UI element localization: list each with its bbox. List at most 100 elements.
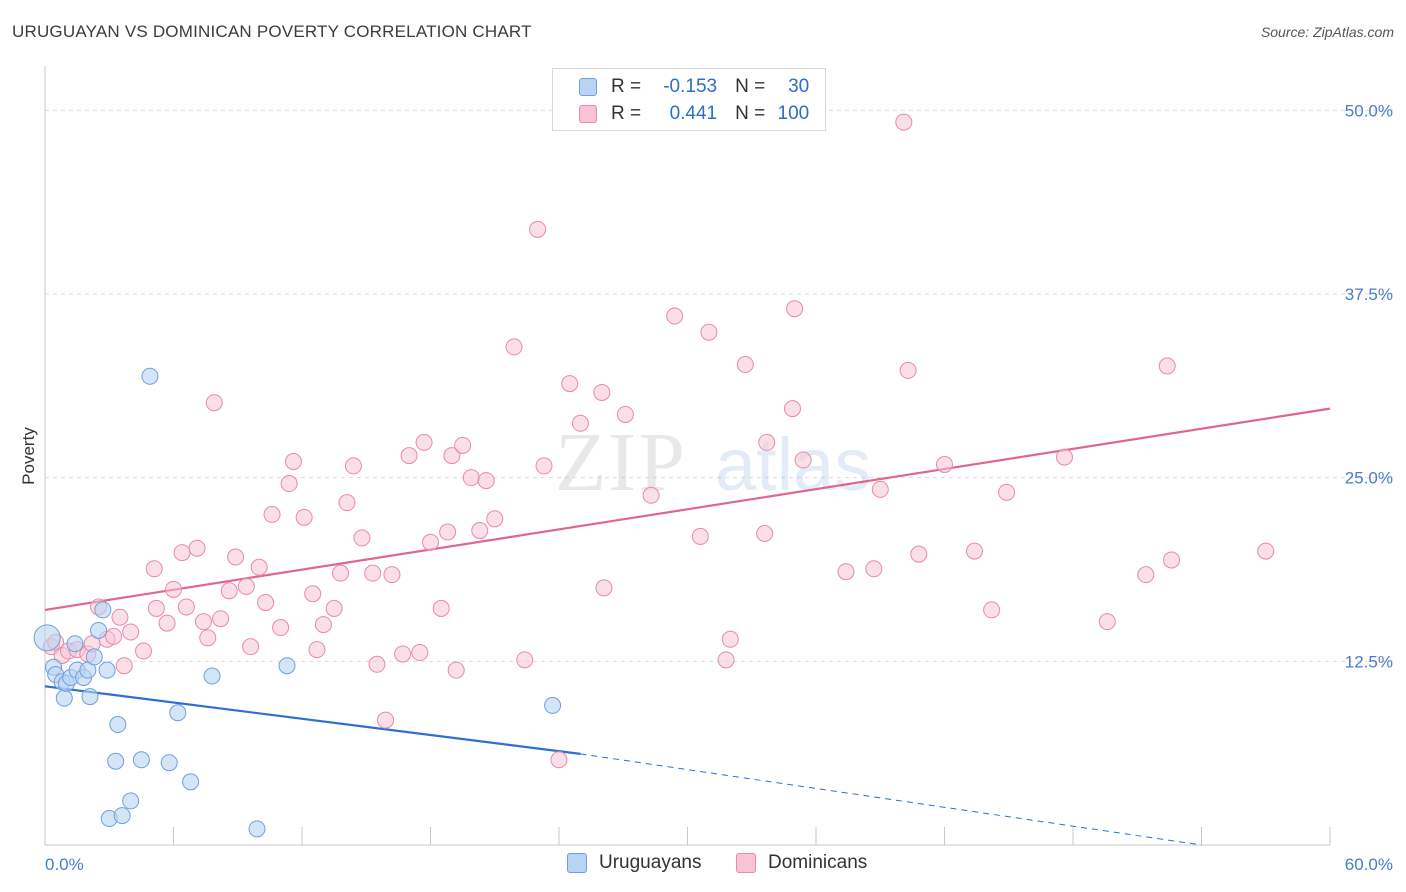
dominicans-point (314, 616, 332, 634)
dominicans-point (250, 558, 268, 576)
dominicans-point (717, 651, 735, 669)
dominicans-point (571, 414, 589, 432)
dominicans-point (394, 645, 412, 663)
dominicans-point (447, 661, 465, 679)
dominicans-point (736, 356, 754, 374)
chart-title: URUGUAYAN VS DOMINICAN POVERTY CORRELATI… (12, 22, 532, 41)
dominicans-point (666, 307, 684, 325)
uruguayans-point (182, 773, 200, 791)
dominicans-point (691, 527, 709, 545)
data-points (33, 113, 1275, 838)
dominicans-point (936, 455, 953, 473)
dominicans-point (432, 599, 450, 617)
dominicans-point (353, 529, 371, 547)
dominicans-point (505, 338, 523, 356)
dominicans-swatch (736, 853, 756, 873)
dominicans-point (115, 657, 133, 675)
uruguayans-point (113, 807, 131, 825)
dominicans-point (173, 544, 191, 562)
uruguayans-point (160, 754, 178, 772)
dominicans-point (593, 383, 611, 401)
dominicans-point (700, 323, 718, 341)
uruguayans-point (141, 367, 159, 385)
dominicans-point (1163, 551, 1181, 569)
r-label: R = (611, 103, 642, 124)
dominicans-point (865, 560, 883, 578)
uruguayans-swatch (579, 78, 597, 96)
dominicans-point (237, 577, 255, 595)
uruguayans-point (169, 704, 187, 722)
dominicans-point (212, 610, 230, 628)
r-label: R = (611, 76, 642, 97)
dominicans-point (364, 564, 382, 582)
dominicans-point (550, 751, 568, 769)
dominicans-point (983, 601, 1001, 619)
legend-item-uruguayans[interactable]: Uruguayans (567, 852, 701, 874)
dominicans-point (486, 510, 504, 528)
dominicans-point (1098, 613, 1116, 631)
dominicans-point (304, 585, 322, 603)
dominicans-point (595, 579, 613, 597)
dominicans-point (227, 548, 245, 566)
dominicans-point (177, 598, 195, 616)
dominicans-point (561, 375, 579, 393)
dominicans-point (135, 642, 153, 660)
y-tick-label: 12.5% (1345, 652, 1393, 671)
dominicans-point (895, 113, 913, 131)
uruguayans-point (55, 689, 73, 707)
r-value: 0.441 (669, 103, 718, 124)
uruguayans-point (81, 688, 99, 706)
dominicans-point (284, 453, 302, 470)
dominicans-point (242, 638, 260, 656)
dominicans-point (910, 545, 928, 563)
x-tick-label: 0.0% (45, 855, 84, 874)
dominicans-point (105, 627, 123, 645)
dominicans-point (145, 560, 163, 578)
n-value: 100 (777, 103, 810, 124)
dominicans-swatch (579, 105, 597, 123)
dominicans-point (377, 711, 395, 729)
dominicans-point (422, 533, 439, 551)
dominicans-point (756, 524, 774, 542)
uruguayans-point (85, 648, 103, 666)
dominicans-point (443, 447, 461, 465)
uruguayans-point (33, 624, 61, 652)
source-label: Source: ZipAtlas.com (1260, 24, 1394, 40)
dominicans-point (1257, 542, 1275, 560)
dominicans-point (529, 220, 547, 238)
dominicans-point (122, 623, 140, 641)
uruguayans-swatch (567, 853, 587, 873)
dominicans-point (165, 580, 182, 598)
dominicans-point (477, 472, 495, 490)
legend-item-dominicans[interactable]: Dominicans (736, 852, 867, 874)
dominicans-point (758, 433, 776, 451)
dominicans-point (295, 508, 313, 526)
uruguayans-point (90, 621, 108, 639)
legend-row-dominicans: R = 0.441 N = 100 (553, 101, 809, 127)
y-axis-label: Poverty (19, 427, 38, 485)
x-tick-label: 60.0% (1345, 855, 1393, 874)
uruguayans-point (98, 661, 116, 679)
uruguayans-point (107, 752, 125, 770)
dominicans-label: Dominicans (768, 852, 868, 873)
dominicans-point (325, 599, 343, 617)
dominicans-point (194, 613, 212, 631)
uruguayans-trend-extension (580, 753, 1202, 846)
dominicans-point (1158, 357, 1176, 375)
uruguayans-point (544, 696, 562, 714)
dominicans-point (721, 630, 739, 648)
r-value: -0.153 (663, 76, 718, 97)
zipatlas-watermark: ZIP atlas (555, 416, 871, 509)
dominicans-point (147, 599, 165, 617)
uruguayans-point (278, 657, 296, 675)
dominicans-point (368, 655, 386, 673)
dominicans-point (332, 564, 350, 582)
y-tick-label: 25.0% (1345, 469, 1393, 488)
dominicans-point (188, 539, 206, 557)
correlation-legend: R = -0.153 N = 30 R = 0.441 N = 100 (552, 68, 826, 131)
y-tick-label: 50.0% (1345, 101, 1393, 120)
uruguayans-point (122, 792, 140, 810)
n-value: 30 (788, 76, 810, 97)
uruguayans-point (248, 820, 266, 838)
